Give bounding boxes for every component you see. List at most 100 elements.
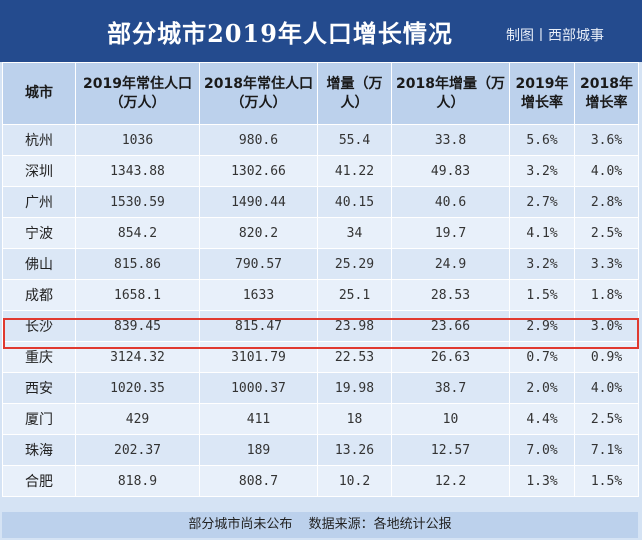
pop-2018-cell: 411 [199, 403, 318, 435]
column-header-increase-2018: 2018年增量（万人） [391, 62, 510, 125]
increase-cell: 18 [317, 403, 392, 435]
table-row: 厦门 429 411 18 10 4.4% 2.5% [2, 403, 639, 435]
increase-2018-cell: 12.2 [391, 465, 510, 497]
pop-2018-cell: 980.6 [199, 124, 318, 156]
title-bar: 部分城市2019年人口增长情况 制图丨西部城事 [0, 0, 642, 62]
table-row: 珠海 202.37 189 13.26 12.57 7.0% 7.1% [2, 434, 639, 466]
pop-2019-cell: 1036 [75, 124, 200, 156]
rate-2019-cell: 0.7% [509, 341, 575, 373]
increase-cell: 55.4 [317, 124, 392, 156]
table-row: 深圳 1343.88 1302.66 41.22 49.83 3.2% 4.0% [2, 155, 639, 187]
rate-2019-cell: 3.2% [509, 248, 575, 280]
pop-2018-cell: 1302.66 [199, 155, 318, 187]
rate-2019-cell: 1.5% [509, 279, 575, 311]
pop-2019-cell: 815.86 [75, 248, 200, 280]
table-row: 成都 1658.1 1633 25.1 28.53 1.5% 1.8% [2, 279, 639, 311]
pop-2019-cell: 429 [75, 403, 200, 435]
table-row: 重庆 3124.32 3101.79 22.53 26.63 0.7% 0.9% [2, 341, 639, 373]
pop-2018-cell: 815.47 [199, 310, 318, 342]
increase-cell: 41.22 [317, 155, 392, 187]
increase-2018-cell: 19.7 [391, 217, 510, 249]
column-header-city: 城市 [2, 62, 76, 125]
increase-2018-cell: 49.83 [391, 155, 510, 187]
increase-2018-cell: 10 [391, 403, 510, 435]
increase-2018-cell: 26.63 [391, 341, 510, 373]
header-row: 城市 2019年常住人口（万人） 2018年常住人口（万人） 增量（万人） 20… [2, 62, 639, 125]
table-row: 西安 1020.35 1000.37 19.98 38.7 2.0% 4.0% [2, 372, 639, 404]
column-header-pop-2018: 2018年常住人口（万人） [199, 62, 318, 125]
increase-cell: 22.53 [317, 341, 392, 373]
pop-2019-cell: 1343.88 [75, 155, 200, 187]
city-cell: 西安 [2, 372, 76, 404]
page-title: 部分城市2019年人口增长情况 [107, 19, 453, 48]
pop-2018-cell: 1490.44 [199, 186, 318, 218]
table-row: 杭州 1036 980.6 55.4 33.8 5.6% 3.6% [2, 124, 639, 156]
table-row: 合肥 818.9 808.7 10.2 12.2 1.3% 1.5% [2, 465, 639, 497]
column-header-rate-2018: 2018年增长率 [574, 62, 639, 125]
pop-2019-cell: 1658.1 [75, 279, 200, 311]
increase-cell: 10.2 [317, 465, 392, 497]
city-cell: 长沙 [2, 310, 76, 342]
pop-2019-cell: 854.2 [75, 217, 200, 249]
increase-cell: 25.1 [317, 279, 392, 311]
rate-2019-cell: 7.0% [509, 434, 575, 466]
rate-2018-cell: 4.0% [574, 372, 639, 404]
rate-2018-cell: 3.3% [574, 248, 639, 280]
rate-2018-cell: 3.6% [574, 124, 639, 156]
increase-cell: 25.29 [317, 248, 392, 280]
increase-2018-cell: 28.53 [391, 279, 510, 311]
data-source: 数据来源：各地统计公报 [308, 517, 452, 532]
credit-label: 制图丨西部城事 [506, 28, 604, 44]
increase-2018-cell: 24.9 [391, 248, 510, 280]
rate-2019-cell: 2.7% [509, 186, 575, 218]
rate-2018-cell: 0.9% [574, 341, 639, 373]
city-cell: 宁波 [2, 217, 76, 249]
column-header-pop-2019: 2019年常住人口（万人） [75, 62, 200, 125]
pop-2019-cell: 1020.35 [75, 372, 200, 404]
increase-cell: 23.98 [317, 310, 392, 342]
increase-2018-cell: 33.8 [391, 124, 510, 156]
rate-2019-cell: 3.2% [509, 155, 575, 187]
increase-2018-cell: 38.7 [391, 372, 510, 404]
rate-2018-cell: 1.5% [574, 465, 639, 497]
increase-2018-cell: 12.57 [391, 434, 510, 466]
pop-2018-cell: 808.7 [199, 465, 318, 497]
rate-2018-cell: 1.8% [574, 279, 639, 311]
increase-cell: 19.98 [317, 372, 392, 404]
rate-2018-cell: 2.5% [574, 217, 639, 249]
rate-2019-cell: 5.6% [509, 124, 575, 156]
increase-cell: 13.26 [317, 434, 392, 466]
rate-2019-cell: 4.1% [509, 217, 575, 249]
city-cell: 珠海 [2, 434, 76, 466]
city-cell: 广州 [2, 186, 76, 218]
column-header-rate-2019: 2019年增长率 [509, 62, 575, 125]
increase-2018-cell: 23.66 [391, 310, 510, 342]
table-row: 宁波 854.2 820.2 34 19.7 4.1% 2.5% [2, 217, 639, 249]
increase-cell: 40.15 [317, 186, 392, 218]
pop-2019-cell: 839.45 [75, 310, 200, 342]
rate-2019-cell: 4.4% [509, 403, 575, 435]
city-cell: 杭州 [2, 124, 76, 156]
rate-2018-cell: 4.0% [574, 155, 639, 187]
increase-2018-cell: 40.6 [391, 186, 510, 218]
city-cell: 重庆 [2, 341, 76, 373]
column-header-increase: 增量（万人） [317, 62, 392, 125]
pop-2018-cell: 3101.79 [199, 341, 318, 373]
footer-note: 部分城市尚未公布 数据来源：各地统计公报 [2, 512, 638, 538]
table-row: 佛山 815.86 790.57 25.29 24.9 3.2% 3.3% [2, 248, 639, 280]
population-table: 城市 2019年常住人口（万人） 2018年常住人口（万人） 增量（万人） 20… [2, 62, 639, 497]
city-cell: 合肥 [2, 465, 76, 497]
pop-2018-cell: 189 [199, 434, 318, 466]
city-cell: 厦门 [2, 403, 76, 435]
table-row-highlighted: 长沙 839.45 815.47 23.98 23.66 2.9% 3.0% [2, 310, 639, 342]
increase-cell: 34 [317, 217, 392, 249]
rate-2019-cell: 1.3% [509, 465, 575, 497]
pop-2019-cell: 818.9 [75, 465, 200, 497]
rate-2018-cell: 2.8% [574, 186, 639, 218]
pop-2018-cell: 1000.37 [199, 372, 318, 404]
pop-2018-cell: 790.57 [199, 248, 318, 280]
rate-2018-cell: 3.0% [574, 310, 639, 342]
rate-2018-cell: 7.1% [574, 434, 639, 466]
rate-2019-cell: 2.0% [509, 372, 575, 404]
